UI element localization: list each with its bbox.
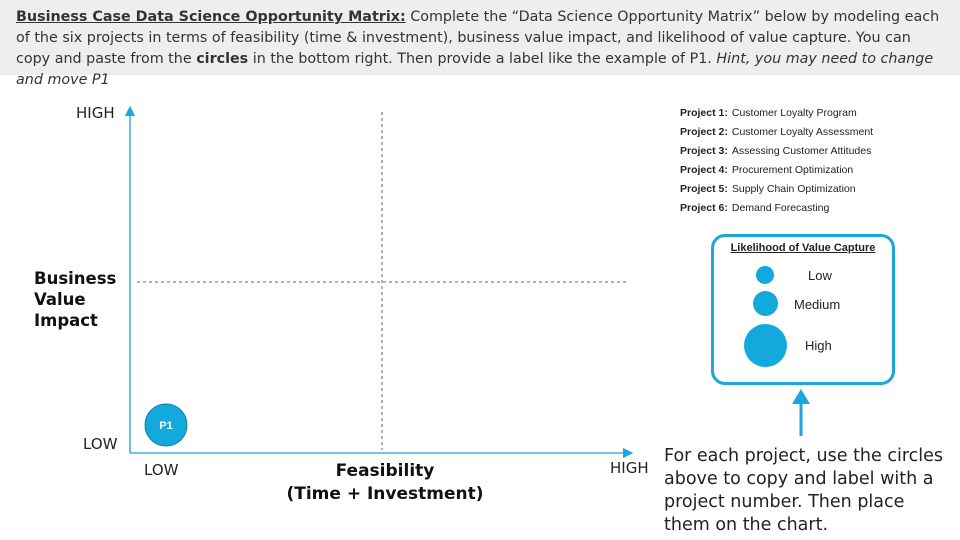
legend-title: Likelihood of Value Capture [730,242,876,254]
banner-text: Business Case Data Science Opportunity M… [16,7,946,91]
list-item: Project 6: Demand Forecasting [680,199,873,218]
p1-marker[interactable] [144,403,188,447]
project-number: Project 3: [680,145,728,157]
low-label: Low [808,268,832,283]
x-axis-title-line-2: (Time + Investment) [286,484,484,504]
project-name: Customer Loyalty Program [731,107,857,119]
y-axis-title: Business Value Impact [34,268,116,331]
medium-circle[interactable] [753,291,778,316]
project-number: Project 1: [680,107,728,119]
list-item: Project 2: Customer Loyalty Assessment [680,123,873,142]
y-high-label: HIGH [76,104,115,122]
list-item: Project 1: Customer Loyalty Program [680,104,873,123]
list-item: Project 3: Assessing Customer Attitudes [680,142,873,161]
banner-body-2: in the bottom right. Then provide a labe… [248,51,717,67]
low-circle[interactable] [756,266,774,284]
x-low-label: LOW [144,461,179,479]
banner-body-1: Complete the “Data Science Opportunity M… [16,9,940,67]
likelihood-legend: Likelihood of Value Capture Low Medium H… [711,234,895,385]
banner-hint: Hint, you may need to change and move P1 [16,51,934,88]
project-name: Procurement Optimization [731,164,854,176]
y-axis-title-line-2: Value [34,290,86,309]
project-name: Assessing Customer Attitudes [731,145,872,157]
list-item: Project 5: Supply Chain Optimization [680,180,873,199]
y-axis-title-line-3: Impact [34,311,98,330]
project-name: Demand Forecasting [731,202,830,214]
project-number: Project 6: [680,202,728,214]
p1-marker-label: P1 [159,420,172,432]
project-list: Project 1: Customer Loyalty Program Proje… [680,104,873,218]
high-label: High [805,338,832,353]
project-number: Project 4: [680,164,728,176]
up-arrow-icon [792,389,810,404]
x-axis-title: Feasibility (Time + Investment) [270,460,500,506]
banner-circles-word: circles [196,51,249,67]
y-axis-title-line-1: Business [34,269,117,288]
medium-label: Medium [794,297,841,312]
project-name: Supply Chain Optimization [731,183,856,195]
y-low-label: LOW [83,435,118,453]
project-name: Customer Loyalty Assessment [731,126,874,138]
placement-instruction: For each project, use the circles above … [664,446,944,535]
project-number: Project 5: [680,183,728,195]
x-high-label: HIGH [610,459,649,477]
banner-title: Business Case Data Science Opportunity M… [16,9,406,25]
x-axis-title-line-1: Feasibility [335,461,435,481]
high-circle[interactable] [744,324,787,367]
list-item: Project 4: Procurement Optimization [680,161,873,180]
project-number: Project 2: [680,126,728,138]
instruction-banner: Business Case Data Science Opportunity M… [0,0,960,88]
